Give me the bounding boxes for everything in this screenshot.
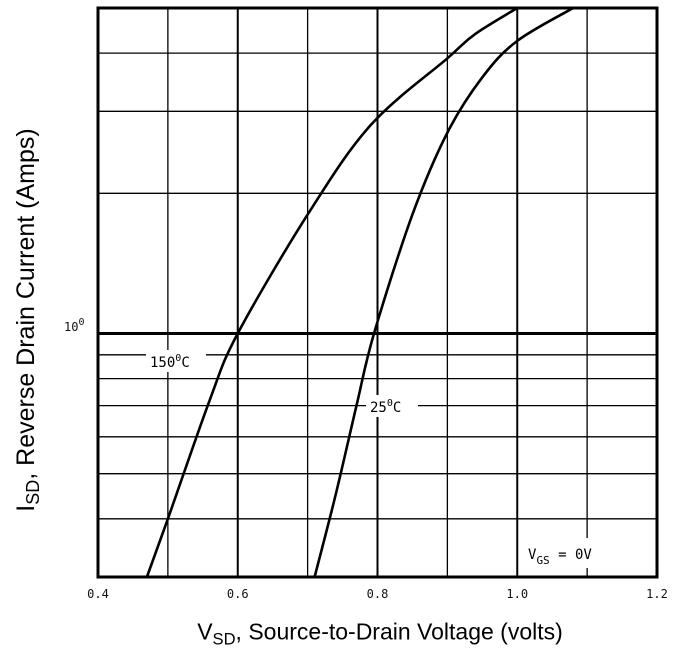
label-bg-150c [146, 350, 206, 372]
x-tick-label: 0.6 [227, 587, 249, 601]
x-tick-labels: 0.4 0.6 0.8 1.0 1.2 [87, 587, 668, 601]
y-tick-label: 100 [64, 317, 84, 334]
grid [98, 8, 657, 577]
label-bg-25c [366, 395, 418, 417]
annotation-bg [522, 538, 650, 568]
series-line-25c [313, 6, 574, 578]
x-tick-label: 1.0 [506, 587, 528, 601]
vgs-annotation: VGS = 0V [528, 547, 592, 567]
curves [145, 6, 574, 578]
curve-label-25c: 250C [370, 398, 401, 416]
x-tick-label: 1.2 [646, 587, 668, 601]
x-axis-label: VSD, Source-to-Drain Voltage (volts) [197, 618, 563, 649]
x-tick-label: 0.4 [87, 587, 109, 601]
curve-label-150c: 1500C [150, 353, 190, 371]
x-tick-label: 0.8 [367, 587, 389, 601]
y-axis-label: ISD, Reverse Drain Current (Amps) [11, 128, 44, 512]
plot-frame [96, 6, 659, 579]
series-line-150c [145, 6, 518, 578]
